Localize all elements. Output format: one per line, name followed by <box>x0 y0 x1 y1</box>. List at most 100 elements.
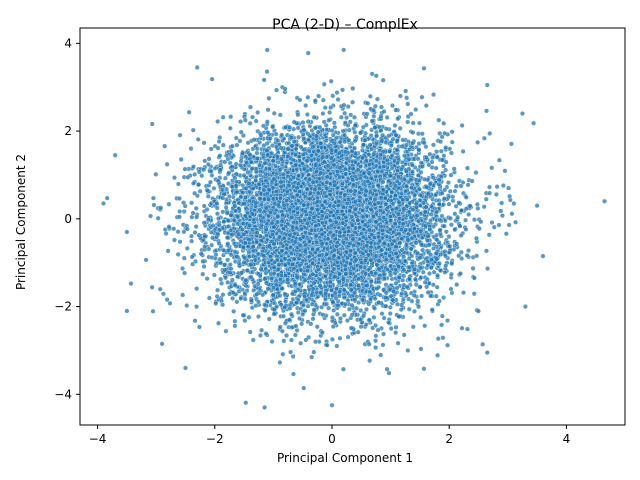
data-point <box>345 104 351 110</box>
data-point <box>215 287 221 293</box>
data-point <box>210 235 216 241</box>
data-point <box>180 266 186 271</box>
data-point <box>199 173 205 179</box>
data-point <box>181 209 187 214</box>
data-point <box>401 332 407 338</box>
data-point <box>474 253 480 259</box>
data-point <box>453 203 459 209</box>
data-point <box>149 121 155 127</box>
data-point <box>369 71 375 77</box>
data-point <box>438 148 444 154</box>
data-point <box>384 114 390 120</box>
data-point <box>221 252 226 258</box>
data-point <box>320 111 326 117</box>
data-point <box>373 322 379 328</box>
data-point <box>416 304 422 310</box>
data-point <box>441 223 447 229</box>
data-point <box>190 210 196 216</box>
data-point <box>175 251 181 257</box>
data-point <box>399 302 405 308</box>
data-point <box>214 211 220 217</box>
data-point <box>449 129 455 135</box>
data-point <box>350 99 356 105</box>
data-point <box>233 135 239 141</box>
data-point <box>367 93 373 99</box>
data-point <box>454 241 460 247</box>
data-point <box>175 229 181 235</box>
data-point <box>166 201 172 207</box>
data-point <box>255 314 261 320</box>
data-point <box>366 317 372 323</box>
data-point <box>401 267 407 273</box>
data-point <box>404 95 410 101</box>
data-point <box>277 112 283 118</box>
data-point <box>257 332 263 338</box>
data-point <box>189 238 195 244</box>
data-point <box>403 88 409 94</box>
data-point <box>511 201 517 207</box>
data-point <box>307 123 313 129</box>
data-point <box>420 269 426 275</box>
data-point <box>489 220 495 225</box>
data-point <box>265 286 271 292</box>
data-point <box>192 318 198 324</box>
data-point <box>381 315 387 321</box>
data-point <box>340 366 346 372</box>
data-point <box>342 110 348 116</box>
data-point <box>128 281 134 287</box>
data-point <box>196 169 202 175</box>
data-point <box>309 354 315 360</box>
data-point <box>180 292 186 298</box>
data-point <box>466 248 471 254</box>
data-point <box>372 124 378 130</box>
data-point <box>301 385 307 391</box>
data-point <box>193 224 199 230</box>
data-point <box>452 188 458 194</box>
data-point <box>436 117 442 123</box>
data-point <box>427 271 432 276</box>
data-point <box>358 324 364 330</box>
data-point <box>282 320 288 326</box>
data-point <box>228 114 234 120</box>
data-point <box>225 257 231 263</box>
data-point <box>266 95 272 101</box>
data-point <box>160 291 166 297</box>
data-point <box>418 274 424 280</box>
data-point <box>341 312 347 318</box>
data-point <box>346 306 352 312</box>
data-point <box>346 127 352 133</box>
data-point <box>437 130 443 136</box>
data-point <box>338 114 344 120</box>
data-point <box>231 308 237 314</box>
data-point <box>150 308 156 314</box>
data-point <box>380 342 386 348</box>
data-point <box>378 104 384 110</box>
data-point <box>491 224 497 230</box>
data-point <box>431 269 437 275</box>
data-point <box>230 295 236 301</box>
data-point <box>440 335 446 341</box>
data-point <box>265 107 271 113</box>
data-point <box>320 97 326 103</box>
data-point <box>254 150 260 156</box>
data-point <box>326 305 332 311</box>
data-point <box>472 217 477 223</box>
data-point <box>305 119 311 125</box>
data-point <box>405 119 411 125</box>
data-point <box>271 110 277 116</box>
data-point <box>421 65 427 71</box>
data-point <box>499 200 505 206</box>
data-point <box>192 230 198 235</box>
data-point <box>229 143 235 149</box>
data-point <box>184 245 190 251</box>
data-point <box>246 314 252 320</box>
data-point <box>197 188 203 194</box>
data-point <box>433 293 439 299</box>
data-point <box>435 336 441 342</box>
data-point <box>459 325 465 331</box>
data-point <box>354 305 360 311</box>
data-point <box>250 337 256 343</box>
data-point <box>155 215 161 221</box>
data-point <box>189 200 195 206</box>
data-point <box>189 254 195 260</box>
